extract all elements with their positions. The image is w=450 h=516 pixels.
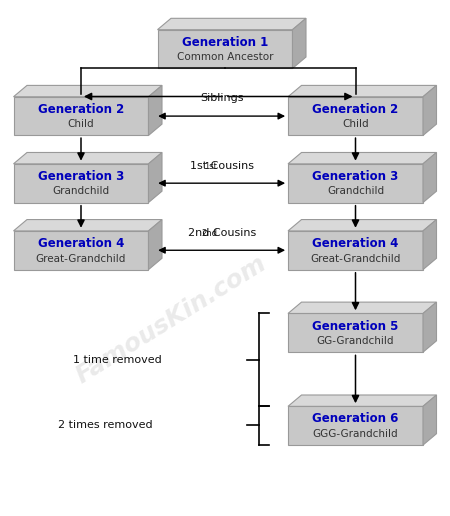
Text: Common Ancestor: Common Ancestor (177, 52, 273, 62)
FancyBboxPatch shape (288, 231, 423, 269)
Text: Generation 2: Generation 2 (312, 103, 399, 116)
Text: Generation 2: Generation 2 (38, 103, 124, 116)
Polygon shape (423, 85, 436, 135)
Text: Generation 3: Generation 3 (312, 170, 399, 183)
Text: Grandchild: Grandchild (53, 186, 109, 197)
Polygon shape (158, 18, 306, 29)
Polygon shape (288, 395, 436, 407)
FancyBboxPatch shape (288, 97, 423, 135)
Text: 2 times removed: 2 times removed (58, 421, 153, 430)
Text: Generation 4: Generation 4 (312, 237, 399, 250)
Polygon shape (292, 18, 306, 68)
Text: GGG-Grandchild: GGG-Grandchild (313, 429, 398, 439)
Text: Siblings: Siblings (200, 93, 243, 103)
Text: FamousKin.com: FamousKin.com (71, 251, 271, 389)
Polygon shape (288, 85, 436, 97)
Polygon shape (423, 302, 436, 352)
Text: Generation 4: Generation 4 (38, 237, 124, 250)
Text: Generation 1: Generation 1 (182, 36, 268, 49)
Polygon shape (14, 85, 162, 97)
Text: 1: 1 (211, 165, 217, 174)
FancyBboxPatch shape (14, 97, 149, 135)
Text: Generation 3: Generation 3 (38, 170, 124, 183)
Polygon shape (148, 220, 162, 269)
Polygon shape (14, 220, 162, 231)
FancyBboxPatch shape (288, 407, 423, 445)
Polygon shape (288, 220, 436, 231)
Polygon shape (288, 302, 436, 313)
FancyBboxPatch shape (14, 231, 149, 269)
Text: 2nd: 2nd (201, 230, 217, 238)
Text: Child: Child (342, 119, 369, 130)
Polygon shape (423, 395, 436, 445)
Text: 2nd Cousins: 2nd Cousins (188, 229, 256, 238)
Polygon shape (148, 153, 162, 202)
FancyBboxPatch shape (14, 164, 149, 202)
Text: Great-Grandchild: Great-Grandchild (310, 253, 400, 264)
Text: Great-Grandchild: Great-Grandchild (36, 253, 126, 264)
Text: 2: 2 (211, 232, 217, 241)
Text: 1st Cousins: 1st Cousins (190, 162, 254, 171)
Text: Child: Child (68, 119, 94, 130)
FancyBboxPatch shape (288, 313, 423, 352)
Text: Generation 5: Generation 5 (312, 319, 399, 333)
Polygon shape (423, 220, 436, 269)
FancyBboxPatch shape (288, 164, 423, 202)
Polygon shape (148, 85, 162, 135)
Text: 1 time removed: 1 time removed (73, 354, 162, 365)
Text: GG-Grandchild: GG-Grandchild (317, 336, 394, 346)
Polygon shape (423, 153, 436, 202)
Polygon shape (288, 153, 436, 164)
Text: Generation 6: Generation 6 (312, 412, 399, 426)
FancyBboxPatch shape (158, 29, 292, 68)
Text: 1st: 1st (204, 163, 217, 171)
Text: Grandchild: Grandchild (327, 186, 384, 197)
Polygon shape (14, 153, 162, 164)
